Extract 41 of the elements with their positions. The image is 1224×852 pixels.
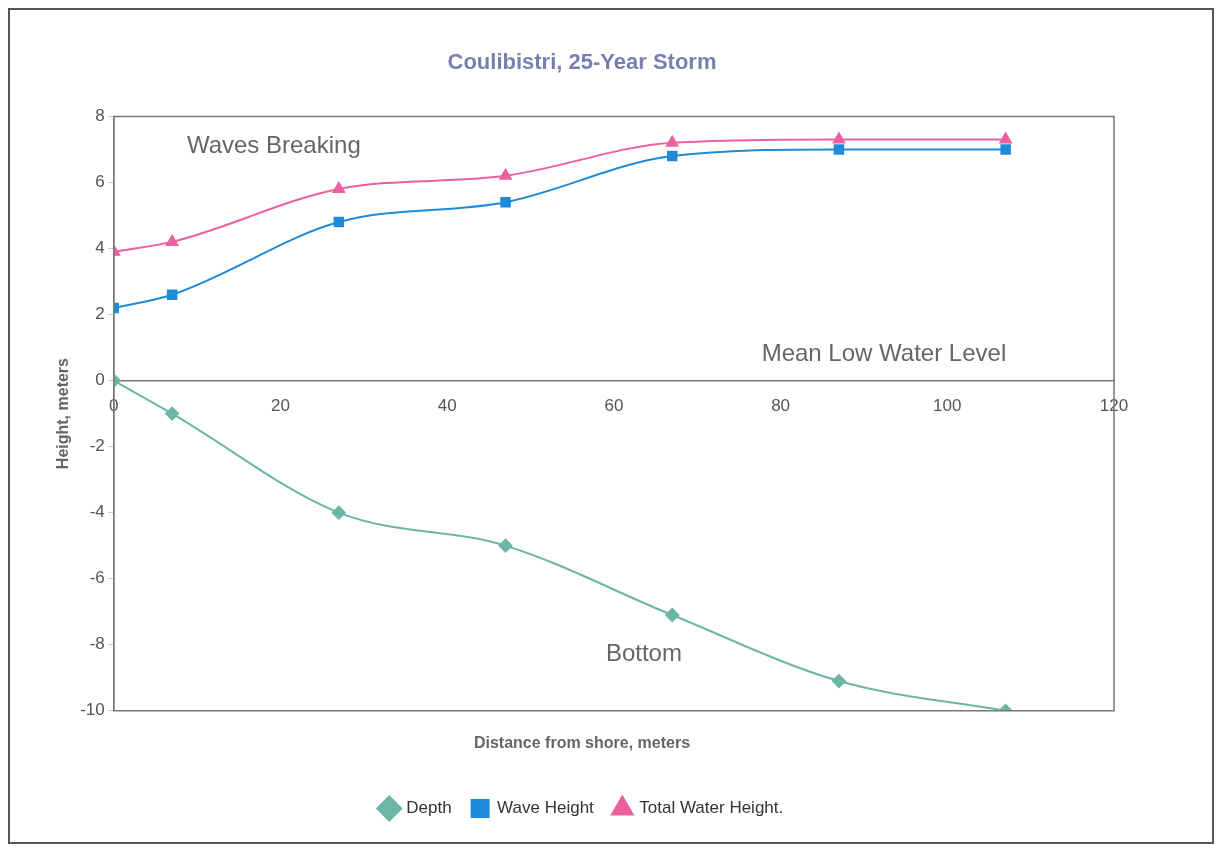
y-axis-title: Height, meters bbox=[54, 357, 72, 470]
x-axis-title: Distance from shore, meters bbox=[473, 734, 691, 752]
point bbox=[498, 538, 513, 553]
y-tick-label: 2 bbox=[95, 304, 105, 324]
x-tick-label: 100 bbox=[933, 396, 962, 416]
y-tick-label: 4 bbox=[95, 238, 105, 258]
x-tick-label: 80 bbox=[771, 396, 791, 416]
point bbox=[666, 150, 678, 162]
point bbox=[665, 608, 680, 623]
point bbox=[165, 406, 180, 421]
point bbox=[166, 289, 178, 300]
y-tick-label: 6 bbox=[95, 172, 105, 192]
chart-title: Coulibistri, 25-Year Storm bbox=[447, 49, 717, 75]
point bbox=[333, 216, 345, 228]
legend-label: Wave Height bbox=[497, 798, 595, 818]
legend-label: Total Water Height. bbox=[639, 798, 784, 818]
x-tick-label: 60 bbox=[604, 396, 624, 416]
point bbox=[1000, 144, 1011, 155]
point bbox=[165, 234, 179, 246]
point bbox=[332, 182, 346, 194]
y-tick-label: -4 bbox=[89, 502, 105, 522]
point bbox=[999, 132, 1012, 144]
point bbox=[833, 144, 845, 155]
point bbox=[831, 674, 846, 689]
y-tick-label: -8 bbox=[89, 634, 105, 654]
x-tick-label: 40 bbox=[437, 396, 457, 416]
point bbox=[666, 135, 679, 147]
y-tick-label: -2 bbox=[89, 436, 105, 456]
y-tick-label: 0 bbox=[95, 370, 105, 390]
annotation: Bottom bbox=[605, 638, 682, 666]
legend-label: Depth bbox=[406, 798, 452, 818]
y-tick-label: 8 bbox=[95, 106, 105, 126]
annotation: Mean Low Water Level bbox=[761, 338, 1007, 366]
annotation: Waves Breaking bbox=[186, 130, 361, 158]
y-tick-label: -10 bbox=[80, 700, 105, 720]
point bbox=[331, 505, 346, 520]
point bbox=[500, 197, 511, 208]
point bbox=[832, 132, 846, 144]
y-tick-label: -6 bbox=[89, 568, 105, 588]
x-tick-label: 20 bbox=[271, 396, 290, 416]
point bbox=[499, 168, 512, 180]
